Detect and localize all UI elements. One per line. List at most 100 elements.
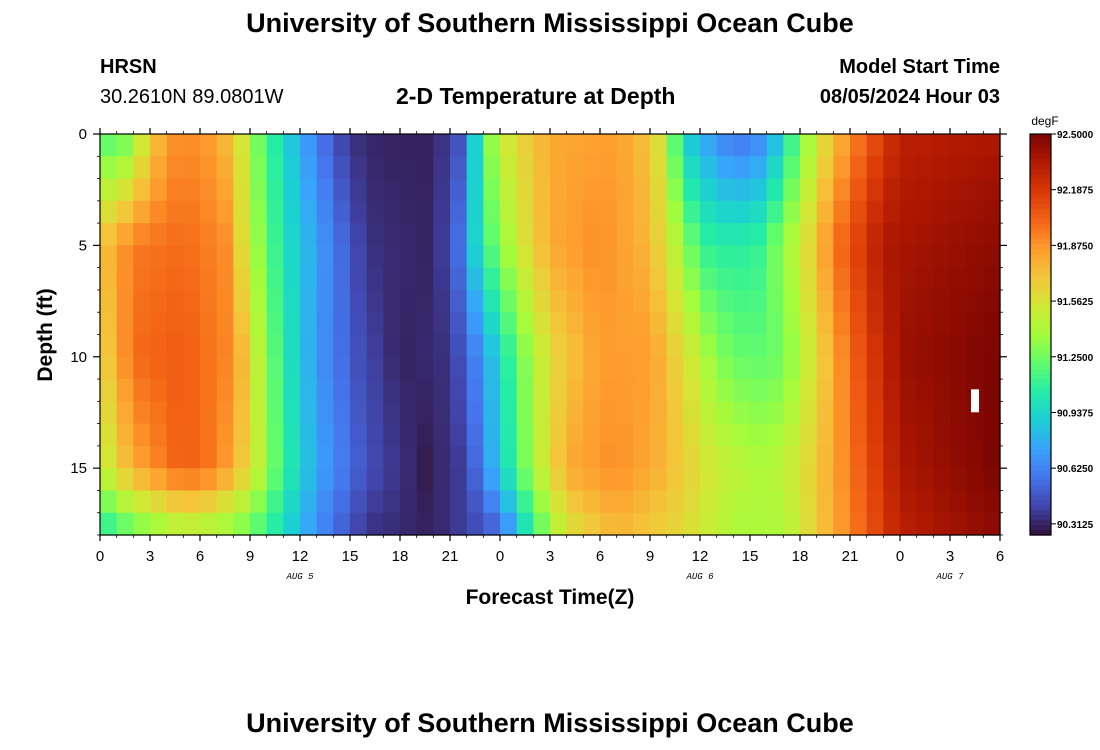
heatmap-cell (833, 490, 851, 514)
heatmap-cell (616, 490, 634, 514)
heatmap-cell (816, 423, 834, 447)
heatmap-cell (250, 245, 268, 269)
heatmap-cell (733, 490, 751, 514)
heatmap-cell (683, 490, 701, 514)
heatmap-cell (566, 200, 584, 224)
heatmap-cell (450, 312, 468, 336)
colorbar-segment (1030, 349, 1051, 356)
heatmap-cell (650, 379, 668, 402)
x-tick-label: 9 (246, 548, 254, 565)
heatmap-cell (583, 223, 601, 246)
heatmap-cell (283, 223, 301, 246)
heatmap-cell (450, 379, 468, 402)
heatmap-cell (483, 223, 501, 246)
heatmap-cell (683, 468, 701, 492)
heatmap-cell (266, 379, 284, 402)
colorbar-segment (1030, 519, 1051, 526)
heatmap-cell (433, 401, 451, 425)
heatmap-cell (300, 267, 318, 291)
heatmap-cell (333, 289, 351, 313)
heatmap-cell (550, 334, 568, 358)
heatmap-cell (833, 245, 851, 269)
heatmap-cell (116, 134, 134, 157)
heatmap-cell (183, 490, 201, 514)
colorbar-segment (1030, 404, 1051, 411)
heatmap-cell (800, 490, 818, 514)
heatmap-cell (233, 156, 251, 180)
heatmap-cell (533, 289, 551, 313)
heatmap-cell (700, 200, 718, 224)
colorbar-segment (1030, 524, 1051, 531)
colorbar-segment (1030, 309, 1051, 316)
heatmap-cell (133, 267, 151, 291)
heatmap-cell (166, 512, 184, 536)
heatmap-cell (550, 178, 568, 202)
colorbar-segment (1030, 439, 1051, 446)
heatmap-cell (700, 178, 718, 202)
heatmap-cell (833, 289, 851, 313)
heatmap-cell (900, 356, 918, 380)
heatmap-cell (300, 156, 318, 180)
heatmap-cell (416, 245, 434, 269)
heatmap-cell (483, 379, 501, 402)
colorbar-segment (1030, 264, 1051, 270)
heatmap-cell (333, 356, 351, 380)
heatmap-cell (950, 379, 968, 402)
heatmap-cell (733, 312, 751, 336)
heatmap-cell (150, 223, 168, 246)
heatmap-cell (366, 289, 384, 313)
heatmap-cell (416, 512, 434, 536)
heatmap-cell (450, 134, 468, 157)
heatmap-cell (200, 200, 218, 224)
heatmap-cell (766, 200, 784, 224)
heatmap-cell (866, 178, 884, 202)
colorbar-tick-label: 92.1875 (1057, 186, 1094, 197)
heatmap-cell (600, 423, 618, 447)
heatmap-cell (900, 245, 918, 269)
heatmap-cell (733, 267, 751, 291)
heatmap-cell (100, 334, 118, 358)
heatmap-cell (950, 267, 968, 291)
heatmap-cell (516, 245, 534, 269)
heatmap-cell (533, 156, 551, 180)
page-title: University of Southern Mississippi Ocean… (246, 8, 854, 38)
heatmap-cell (366, 267, 384, 291)
heatmap-cell (283, 289, 301, 313)
heatmap-cell (900, 423, 918, 447)
heatmap-cell (233, 356, 251, 380)
heatmap-cell (500, 245, 518, 269)
heatmap-cell (866, 223, 884, 246)
colorbar-segment (1030, 144, 1051, 150)
heatmap-cell (533, 445, 551, 469)
heatmap-cell (600, 334, 618, 358)
heatmap-cell (166, 289, 184, 313)
heatmap-cell (266, 134, 284, 157)
heatmap-cell (733, 289, 751, 313)
heatmap-cell (700, 490, 718, 514)
heatmap-cell (650, 267, 668, 291)
heatmap-cell (966, 468, 984, 492)
heatmap-cell (516, 200, 534, 224)
heatmap-cell (250, 223, 268, 246)
heatmap-cell (183, 379, 201, 402)
heatmap-cell (916, 156, 934, 180)
x-tick-label: 3 (946, 548, 954, 565)
heatmap-cell (583, 356, 601, 380)
heatmap-cell (983, 401, 1001, 425)
heatmap-cell (533, 223, 551, 246)
heatmap-cell (466, 245, 484, 269)
heatmap-cell (883, 178, 901, 202)
heatmap-cell (100, 356, 118, 380)
heatmap-cell (166, 200, 184, 224)
heatmap-cell (966, 178, 984, 202)
heatmap-cell (633, 156, 651, 180)
heatmap-cell (166, 267, 184, 291)
heatmap-cell (950, 289, 968, 313)
x-tick-label: 18 (792, 548, 809, 565)
heatmap-cell (383, 423, 401, 447)
heatmap-cell (366, 490, 384, 514)
heatmap-cell (533, 334, 551, 358)
heatmap-cell (116, 312, 134, 336)
x-tick-label: 6 (196, 548, 204, 565)
heatmap-cell (916, 490, 934, 514)
